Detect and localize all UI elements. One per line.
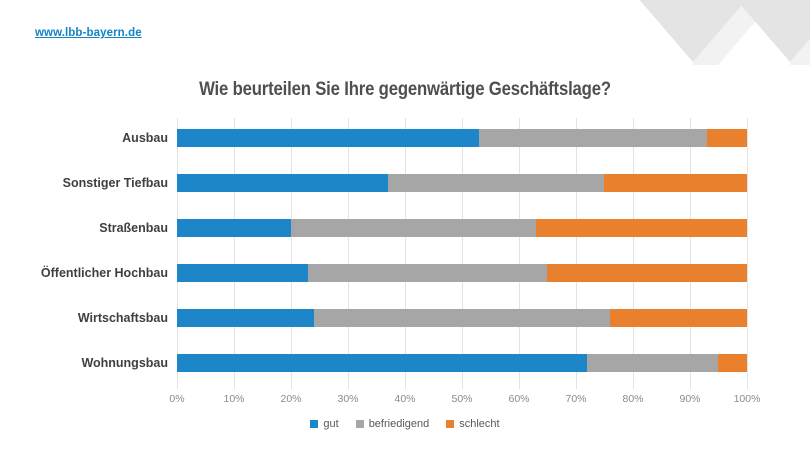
chart-legend: gut befriedigend schlecht <box>0 418 810 430</box>
bar-segment-gut <box>177 219 291 237</box>
bar-row <box>177 129 747 147</box>
legend-item-gut: gut <box>310 418 339 430</box>
x-tick-label: 50% <box>451 393 473 405</box>
category-label: Wohnungsbau <box>81 356 168 370</box>
bar-segment-befriedigend <box>308 264 548 282</box>
gridline <box>519 118 520 389</box>
gridline <box>405 118 406 389</box>
bar-segment-gut <box>177 264 309 282</box>
gridline <box>177 118 178 389</box>
legend-item-befriedigend: befriedigend <box>355 418 430 430</box>
x-tick-label: 100% <box>733 393 761 405</box>
bar-segment-schlecht <box>610 309 747 327</box>
bar-segment-schlecht <box>547 264 747 282</box>
bar-segment-befriedigend <box>313 309 611 327</box>
category-label: Öffentlicher Hochbau <box>40 266 168 280</box>
gridline <box>462 118 463 389</box>
legend-label: befriedigend <box>368 418 430 430</box>
bar-row <box>177 219 747 237</box>
cube-icon-2 <box>736 0 810 65</box>
bar-segment-schlecht <box>604 174 747 192</box>
website-link[interactable]: www.lbb-bayern.de <box>35 27 142 39</box>
legend-swatch-icon <box>310 420 319 428</box>
bar-segment-gut <box>177 174 388 192</box>
bar-segment-gut <box>177 309 314 327</box>
gridline <box>291 118 292 389</box>
x-tick-label: 0% <box>169 393 185 405</box>
chart-title: Wie beurteilen Sie Ihre gegenwärtige Ges… <box>199 79 611 100</box>
x-tick-label: 40% <box>394 393 416 405</box>
bar-segment-befriedigend <box>387 174 605 192</box>
cube-icon-1 <box>639 0 755 65</box>
bar-segment-befriedigend <box>587 354 719 372</box>
x-tick-label: 10% <box>223 393 245 405</box>
category-label: Sonstiger Tiefbau <box>62 176 168 190</box>
bar-row <box>177 309 747 327</box>
bar-row <box>177 264 747 282</box>
x-tick-label: 70% <box>565 393 587 405</box>
legend-label: schlecht <box>459 418 500 430</box>
bar-segment-schlecht <box>536 219 747 237</box>
bar-segment-gut <box>177 129 480 147</box>
bar-row <box>177 354 747 372</box>
gridline <box>348 118 349 389</box>
category-label: Ausbau <box>122 131 168 145</box>
x-axis: 0% 10% 20% 30% 40% 50% 60% 70% 80% 90% 100% <box>169 393 760 407</box>
category-label: Wirtschaftsbau <box>77 311 168 325</box>
gridline <box>747 118 748 389</box>
x-tick-label: 60% <box>508 393 530 405</box>
bar-segment-schlecht <box>718 354 747 372</box>
x-tick-label: 80% <box>622 393 644 405</box>
gridline <box>690 118 691 389</box>
plot-area <box>177 118 748 389</box>
legend-swatch-icon <box>446 420 455 428</box>
gridline <box>633 118 634 389</box>
bar-segment-gut <box>177 354 588 372</box>
bar-row <box>177 174 747 192</box>
x-tick-label: 20% <box>280 393 302 405</box>
cubes-decoration-icon <box>580 0 810 65</box>
bar-segment-befriedigend <box>291 219 537 237</box>
bar-segment-befriedigend <box>479 129 708 147</box>
gridline <box>234 118 235 389</box>
gridline <box>576 118 577 389</box>
x-tick-label: 90% <box>679 393 701 405</box>
category-label: Straßenbau <box>99 221 168 235</box>
legend-label: gut <box>323 418 339 430</box>
bar-segment-schlecht <box>707 129 747 147</box>
legend-swatch-icon <box>355 420 364 428</box>
legend-item-schlecht: schlecht <box>446 418 500 430</box>
x-tick-label: 30% <box>337 393 359 405</box>
